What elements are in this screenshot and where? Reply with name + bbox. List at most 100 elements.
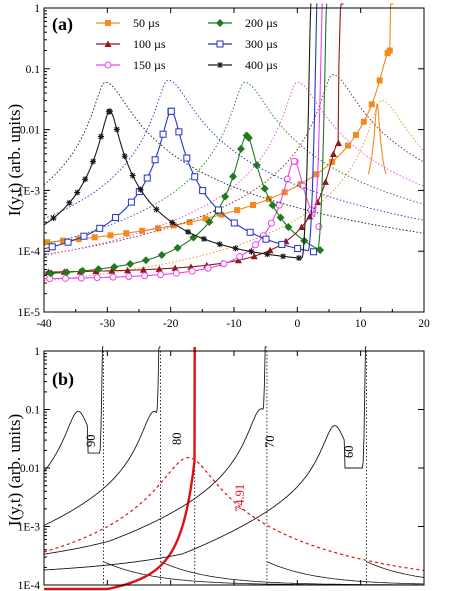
panel-a-series-0-marker bbox=[155, 225, 161, 232]
panel-a-series-2-marker bbox=[315, 223, 323, 231]
panel-a-series-2-marker bbox=[141, 272, 149, 280]
panel-a-series-2-marker bbox=[172, 269, 180, 277]
panel-a-series-0-marker bbox=[91, 234, 98, 241]
panel-a-series-4-line bbox=[43, 3, 318, 252]
panel-a-series-5-marker bbox=[129, 172, 136, 179]
panel-a-series-2-marker bbox=[283, 175, 291, 183]
panel-a-series-5-marker bbox=[66, 199, 73, 206]
panel-b-axes: 1E-4 1E-3 0.01 0.1 1 bbox=[18, 346, 425, 591]
panel-b-series-3 bbox=[43, 457, 425, 572]
panel-a-series-5-peak-marker bbox=[106, 108, 113, 115]
panel-a-series-4-marker bbox=[294, 245, 302, 253]
panel-a-series-2-marker bbox=[252, 241, 260, 249]
panel-a-series-4-marker bbox=[214, 206, 222, 214]
panel-a-series-5 bbox=[43, 3, 425, 262]
panel-a-series-5-markers bbox=[50, 108, 302, 262]
panel-a-series-1-marker bbox=[108, 267, 116, 274]
panel-a-series-2-peak-marker bbox=[290, 157, 298, 165]
panel-a-series-1-marker bbox=[139, 266, 147, 273]
panel-a-series-1-marker bbox=[266, 246, 274, 254]
panel-a-series-5-marker bbox=[216, 241, 223, 248]
legend-label-300us: 300 µs bbox=[245, 37, 278, 51]
panel-a-series-4-marker bbox=[112, 214, 120, 222]
panel-a-series-2-marker bbox=[220, 260, 228, 268]
panel-a-series-2-marker bbox=[275, 201, 283, 209]
panel-a-series-4-marker bbox=[143, 174, 151, 182]
curve-label-80: 80 bbox=[170, 433, 184, 446]
panel-a-series-5-dotted-line bbox=[43, 81, 425, 234]
panel-a-series-2-marker bbox=[204, 264, 212, 272]
panel-a-series-2-marker bbox=[62, 274, 70, 282]
panel-a-series-0-dotted-line bbox=[43, 100, 425, 282]
panel-a-series-1-marker bbox=[314, 198, 322, 206]
panel-b-y-tick-label: 0.1 bbox=[26, 405, 41, 417]
legend-label-400us: 400 µs bbox=[245, 58, 278, 72]
panel-a-series-4-marker bbox=[151, 156, 159, 164]
panel-a-series-4-marker bbox=[191, 173, 199, 181]
panel-b-series-4-line bbox=[43, 346, 267, 555]
panel-a-series-4-marker bbox=[230, 219, 238, 227]
panel-a-series-0-markers bbox=[44, 47, 393, 246]
panel-a-series-4-marker bbox=[183, 154, 191, 162]
panel-a-series-4-marker bbox=[80, 232, 88, 240]
panel-a-series-0-marker bbox=[218, 211, 225, 218]
panel-a-label: (a) bbox=[52, 14, 73, 35]
panel-b-series-1-line bbox=[43, 346, 161, 526]
panel-a-series-0-marker bbox=[186, 219, 193, 226]
legend-marker-5 bbox=[217, 62, 223, 68]
panel-a-series-3-marker bbox=[46, 269, 55, 278]
panel-a-series-2-marker bbox=[267, 219, 275, 227]
panel-a-series-5-marker bbox=[82, 176, 89, 183]
panel-a-series-2-marker bbox=[157, 271, 165, 279]
panel-a-series-4 bbox=[43, 3, 425, 256]
panel-a-series-0-marker bbox=[123, 230, 130, 237]
panel-a-y-tick-label: 1 bbox=[34, 3, 40, 15]
panel-b-y-tick-label: 1 bbox=[34, 346, 40, 358]
panel-b-series-layer bbox=[43, 346, 425, 591]
panel-b-series-5-line bbox=[43, 346, 367, 571]
panel-a-series-3-marker bbox=[252, 161, 261, 170]
panel-b-y-axis-label: I(y,t) (arb. units) bbox=[5, 414, 24, 526]
panel-a-series-2-marker bbox=[236, 253, 244, 261]
panel-a-series-4-marker bbox=[246, 228, 254, 236]
panel-a-series-1-marker bbox=[92, 267, 100, 275]
panel-a-series-3-marker bbox=[205, 218, 214, 227]
panel-a-series-3-marker bbox=[229, 172, 238, 181]
panel-a-series-3-marker bbox=[236, 144, 245, 153]
panel-a-series-0-marker bbox=[107, 232, 114, 239]
panel-a-y-tick-label: 1E-4 bbox=[18, 246, 41, 258]
panel-a-series-4-dotted-line bbox=[43, 79, 425, 221]
panel-b: 1E-4 1E-3 0.01 0.1 1 (b) I(y,t) (arb. units)… bbox=[5, 346, 425, 591]
panel-a-series-0-marker bbox=[329, 158, 336, 165]
panel-a-series-4-marker bbox=[278, 240, 286, 248]
panel-a-series-0-marker bbox=[202, 215, 209, 222]
panel-b-y-tick-label: 0.01 bbox=[20, 463, 40, 475]
panel-a-legend: 50 µs 100 µs 150 µs 200 µs 300 µs 400 µs bbox=[96, 16, 278, 72]
panel-b-y-tick-label: 1E-3 bbox=[18, 522, 41, 534]
panel-a-series-2-marker bbox=[299, 182, 307, 190]
panel-a-series-5-marker bbox=[295, 255, 302, 262]
curve-label-74-91: 74.91 bbox=[233, 484, 247, 512]
panel-a-series-4-marker bbox=[96, 224, 104, 232]
panel-b-label: (b) bbox=[52, 369, 74, 390]
panel-a-x-tick-label: -10 bbox=[226, 318, 242, 330]
panel-a-series-0-marker bbox=[75, 236, 82, 243]
panel-a-series-3-marker bbox=[78, 266, 87, 275]
panel-a-series-5-marker bbox=[90, 158, 97, 165]
panel-a-series-0-marker bbox=[368, 101, 375, 108]
panel-a-series-0-marker bbox=[170, 222, 177, 229]
panel-a-series-5-marker bbox=[248, 248, 255, 255]
panel-a-series-3-marker bbox=[141, 256, 150, 265]
panel-a-series-2-line bbox=[44, 3, 324, 280]
panel-a-series-1-marker bbox=[155, 265, 163, 272]
panel-a-series-3-marker bbox=[221, 192, 230, 201]
panel-a-series-5-marker bbox=[137, 186, 144, 193]
legend-marker-2 bbox=[104, 61, 112, 69]
panel-a-series-0-marker bbox=[345, 142, 351, 149]
panel-a-series-4-markers bbox=[48, 107, 317, 256]
panel-b-series-0-line bbox=[43, 346, 104, 472]
panel-a-y-tick-label: 0.01 bbox=[20, 125, 40, 137]
panel-a-series-5-marker bbox=[113, 126, 120, 133]
panel-a-series-4-marker bbox=[48, 243, 56, 251]
panel-b-series-4 bbox=[43, 346, 424, 585]
